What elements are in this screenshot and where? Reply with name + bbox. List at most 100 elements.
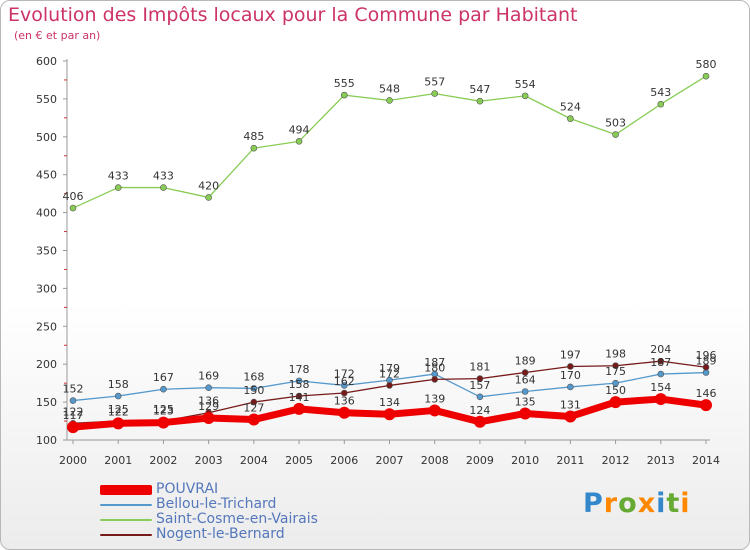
data-label: 158 xyxy=(108,378,129,391)
data-label: 204 xyxy=(650,343,671,356)
data-point xyxy=(295,392,303,400)
x-tick-label: 2013 xyxy=(647,454,675,467)
data-label: 129 xyxy=(198,400,219,413)
series-line-2 xyxy=(72,75,707,209)
y-tick-label: 500 xyxy=(36,131,57,144)
x-tick-label: 2014 xyxy=(692,454,720,467)
data-label: 187 xyxy=(650,356,671,369)
data-point xyxy=(521,369,529,376)
data-point xyxy=(69,397,77,404)
data-point xyxy=(340,91,348,99)
data-point xyxy=(293,402,306,415)
data-point xyxy=(295,377,303,385)
data-point xyxy=(700,399,712,412)
x-tick-label: 2004 xyxy=(240,454,268,467)
logo-letter: t xyxy=(666,488,681,519)
logo-letter: i xyxy=(680,488,691,519)
data-label: 124 xyxy=(469,404,490,417)
data-label: 406 xyxy=(63,190,84,203)
x-tick-label: 2002 xyxy=(149,454,177,467)
proxiti-logo: Proxiti xyxy=(583,488,691,519)
data-label: 122 xyxy=(63,405,84,418)
legend-swatch xyxy=(100,518,152,521)
data-label: 123 xyxy=(153,405,174,418)
y-tick-label: 400 xyxy=(36,207,57,220)
data-point xyxy=(386,382,393,389)
y-tick-label: 300 xyxy=(36,282,57,295)
data-label: 135 xyxy=(515,395,536,408)
data-label: 485 xyxy=(243,130,264,143)
data-label: 162 xyxy=(334,375,355,388)
data-label: 150 xyxy=(243,384,264,397)
y-tick-label: 200 xyxy=(36,358,57,371)
logo-letter: r xyxy=(603,488,619,519)
x-tick-label: 2007 xyxy=(376,454,404,467)
data-label: 197 xyxy=(560,348,581,361)
data-point xyxy=(431,376,439,383)
data-point xyxy=(476,393,484,401)
data-label: 178 xyxy=(289,363,310,376)
logo-letter: P xyxy=(583,488,604,519)
logo-letter: i xyxy=(656,488,667,519)
data-label: 189 xyxy=(696,355,717,368)
data-point xyxy=(702,72,710,80)
data-point xyxy=(567,363,574,370)
legend-swatch xyxy=(100,533,152,536)
data-point xyxy=(160,184,167,191)
data-point xyxy=(431,90,439,97)
data-label: 196 xyxy=(696,349,717,362)
data-point xyxy=(612,379,619,387)
data-point xyxy=(205,194,212,201)
legend-item: Bellou-le-Trichard xyxy=(100,497,318,512)
data-point xyxy=(567,383,574,391)
data-label: 557 xyxy=(424,76,445,89)
legend-item: Nogent-le-Bernard xyxy=(100,527,318,542)
data-point xyxy=(383,408,396,421)
legend-swatch xyxy=(100,503,152,506)
legend: POUVRAI Bellou-le-Trichard Saint-Cosme-en-… xyxy=(100,482,318,542)
data-point xyxy=(657,357,665,365)
data-point xyxy=(702,363,710,371)
data-label: 170 xyxy=(560,369,581,382)
legend-label: POUVRAI xyxy=(156,481,219,497)
data-label: 420 xyxy=(198,179,219,192)
data-point xyxy=(250,398,258,406)
data-point xyxy=(612,362,619,370)
x-tick-label: 2003 xyxy=(195,454,223,467)
chart-subtitle: (en € et par an) xyxy=(14,29,101,42)
data-point xyxy=(250,385,258,392)
logo-letter: o xyxy=(618,488,638,519)
data-label: 503 xyxy=(605,117,626,130)
data-label: 150 xyxy=(605,384,626,397)
data-label: 117 xyxy=(63,409,84,422)
logo-letter: x xyxy=(637,488,657,519)
data-point xyxy=(519,407,532,420)
data-label: 189 xyxy=(515,355,536,368)
data-label: 433 xyxy=(153,170,174,183)
data-label: 131 xyxy=(560,399,581,412)
y-tick-label: 150 xyxy=(36,396,57,409)
x-tick-label: 2010 xyxy=(511,454,539,467)
data-point xyxy=(114,392,122,400)
data-label: 494 xyxy=(289,123,310,136)
y-tick-label: 550 xyxy=(36,93,57,106)
data-point xyxy=(657,100,665,108)
data-label: 136 xyxy=(198,395,219,408)
data-point xyxy=(567,115,574,122)
data-point xyxy=(428,404,441,417)
data-point xyxy=(654,393,667,406)
data-point xyxy=(250,144,258,152)
x-tick-label: 2011 xyxy=(556,454,584,467)
y-tick-label: 600 xyxy=(36,55,57,68)
data-label: 141 xyxy=(289,391,310,404)
x-tick-label: 2001 xyxy=(104,454,132,467)
y-tick-label: 450 xyxy=(36,169,57,182)
data-label: 168 xyxy=(243,370,264,383)
data-point xyxy=(112,417,125,430)
data-point xyxy=(340,382,348,389)
data-point xyxy=(612,131,619,138)
data-point xyxy=(340,389,348,397)
data-label: 127 xyxy=(243,402,264,415)
data-point xyxy=(564,410,577,423)
